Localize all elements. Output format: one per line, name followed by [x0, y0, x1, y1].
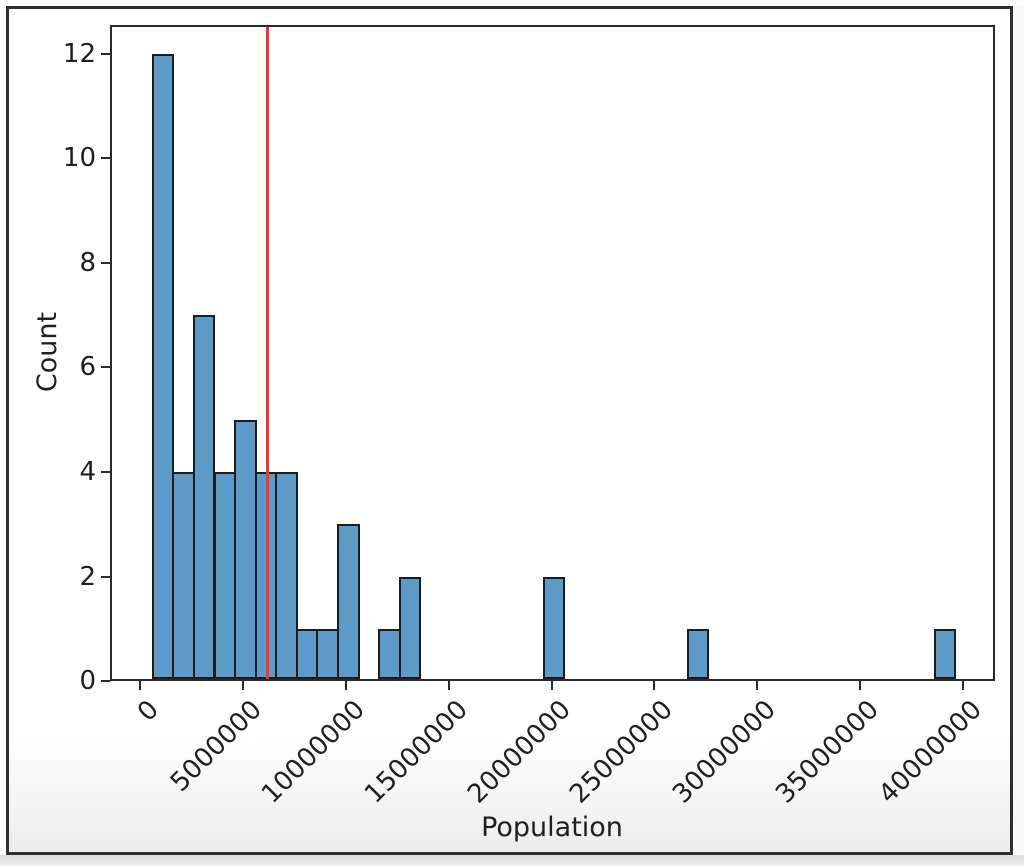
y-tick-label: 0 — [79, 666, 96, 696]
y-tick-mark — [101, 157, 110, 160]
x-axis-label: Population — [481, 812, 623, 843]
y-tick-label: 8 — [79, 247, 96, 278]
y-tick-mark — [101, 680, 110, 682]
y-tick-label: 6 — [79, 352, 96, 383]
window-right-strip — [1013, 6, 1024, 855]
x-tick-mark — [344, 681, 347, 690]
histogram-bar — [933, 628, 957, 679]
histogram-bar — [378, 628, 401, 679]
y-axis-label: Count — [32, 311, 63, 393]
x-tick-mark — [138, 681, 141, 690]
y-tick-label: 4 — [79, 456, 96, 487]
histogram-bar — [295, 628, 319, 679]
y-tick-label: 2 — [79, 561, 96, 592]
histogram-bar — [275, 471, 298, 679]
x-tick-mark — [550, 681, 553, 690]
histogram-bar — [234, 419, 257, 679]
y-tick-mark — [101, 575, 110, 578]
histogram-bar — [213, 471, 237, 679]
y-tick-mark — [101, 261, 110, 264]
y-tick-mark — [101, 366, 110, 369]
y-tick-label: 10 — [62, 143, 96, 174]
histogram-bar — [151, 53, 175, 679]
histogram-bar — [686, 628, 710, 679]
histogram-bar — [316, 628, 339, 679]
x-tick-mark — [241, 681, 244, 690]
x-tick-mark — [756, 681, 759, 690]
y-tick-label: 12 — [62, 38, 96, 69]
x-tick-mark — [653, 681, 656, 690]
mean-vline — [265, 27, 269, 679]
x-tick-mark — [962, 681, 965, 690]
histogram-bar — [192, 315, 216, 679]
histogram-bar — [398, 576, 422, 679]
x-tick-mark — [447, 681, 450, 690]
window-bottom-strip — [0, 855, 1024, 866]
y-tick-mark — [101, 52, 110, 55]
histogram-bar — [542, 576, 566, 679]
histogram-bar — [172, 471, 195, 679]
x-tick-mark — [859, 681, 862, 690]
plot-area — [110, 25, 995, 681]
histogram-bar — [337, 524, 360, 679]
y-tick-mark — [101, 470, 110, 473]
